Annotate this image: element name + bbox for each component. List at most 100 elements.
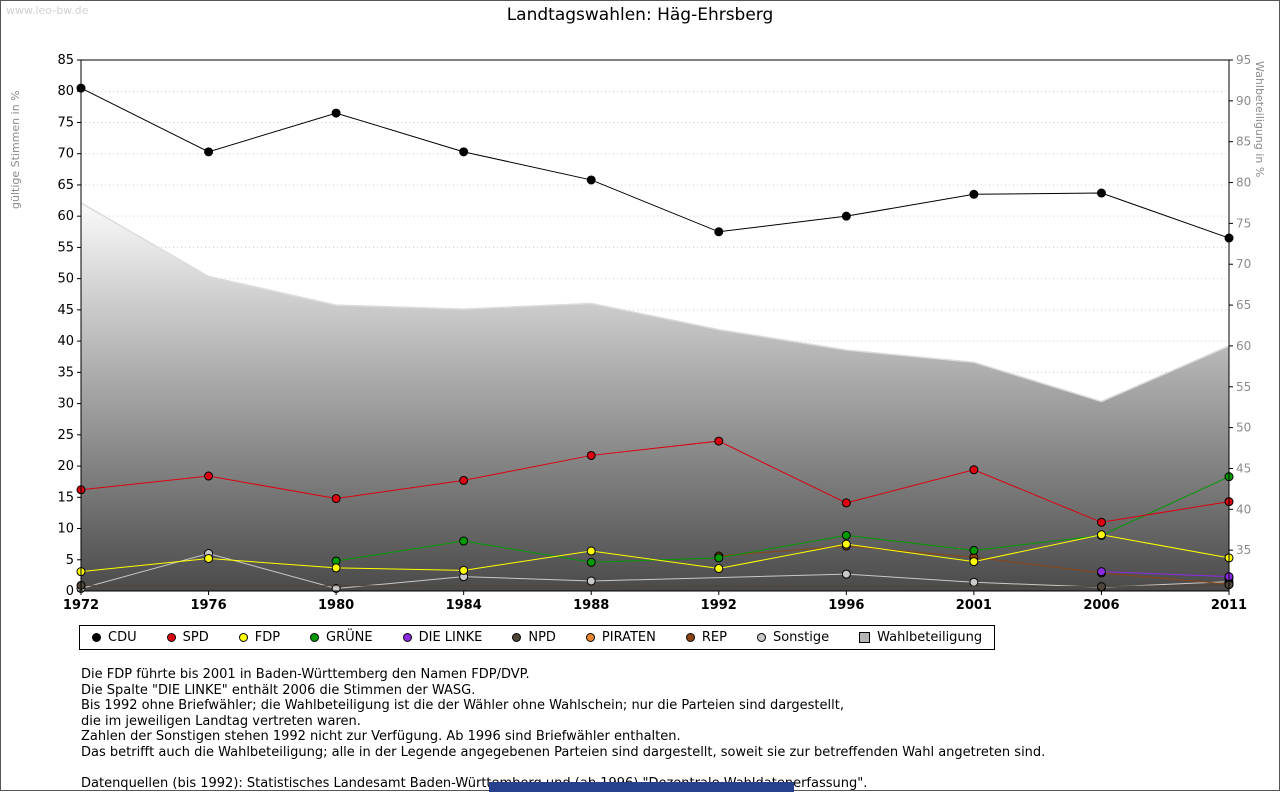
legend-label: Wahlbeteiligung bbox=[877, 630, 983, 645]
marker-cdu[interactable] bbox=[969, 189, 979, 199]
marker-cdu[interactable] bbox=[714, 227, 724, 237]
footnote-line bbox=[81, 760, 1045, 776]
marker-cdu[interactable] bbox=[1096, 188, 1106, 198]
left-tick-label: 25 bbox=[57, 428, 74, 443]
marker-sonstige[interactable] bbox=[969, 577, 979, 587]
marker-grüne[interactable] bbox=[459, 536, 469, 546]
left-tick-label: 80 bbox=[57, 84, 74, 99]
legend-label: NPD bbox=[528, 630, 556, 645]
legend-item-piraten[interactable]: PIRATEN bbox=[585, 630, 656, 645]
marker-cdu[interactable] bbox=[459, 147, 469, 157]
marker-cdu[interactable] bbox=[331, 108, 341, 118]
right-tick-label: 70 bbox=[1236, 257, 1251, 271]
site-watermark: www.leo-bw.de bbox=[6, 4, 89, 17]
legend-item-rep[interactable]: REP bbox=[685, 630, 727, 645]
legend-marker-wahlbeteiligung bbox=[859, 632, 871, 643]
left-tick-label: 20 bbox=[57, 459, 74, 474]
right-tick-label: 75 bbox=[1236, 216, 1251, 230]
year-label: 1976 bbox=[190, 598, 226, 613]
legend-label: CDU bbox=[108, 630, 137, 645]
right-tick-label: 45 bbox=[1236, 461, 1251, 475]
chart: 0 5 10 15 20 25 30 35 40 45 50 55 60 65 70 75 80 85 35 40 45… bbox=[1, 1, 1280, 621]
right-tick-label: 35 bbox=[1236, 543, 1251, 557]
legend-label: FDP bbox=[254, 630, 281, 645]
legend-marker-cdu bbox=[92, 633, 101, 642]
marker-fdp[interactable] bbox=[969, 557, 979, 567]
marker-spd[interactable] bbox=[841, 498, 851, 508]
marker-sonstige[interactable] bbox=[586, 576, 596, 586]
marker-fdp[interactable] bbox=[459, 565, 469, 575]
legend-marker-piraten bbox=[585, 633, 595, 642]
marker-fdp[interactable] bbox=[204, 554, 214, 564]
left-tick-label: 75 bbox=[57, 115, 74, 130]
series-line-grüne bbox=[336, 476, 1230, 563]
legend: CDU SPD FDP GRÜNE DIE LINKE NPD PIRATEN REP Sons… bbox=[79, 625, 996, 650]
footnotes: Die FDP führte bis 2001 in Baden-Württem… bbox=[81, 667, 1045, 791]
marker-cdu[interactable] bbox=[204, 147, 214, 157]
legend-item-cdu[interactable]: CDU bbox=[92, 630, 137, 645]
marker-fdp[interactable] bbox=[331, 563, 341, 573]
left-axis-title: gültige Stimmen in % bbox=[9, 90, 22, 209]
marker-grüne[interactable] bbox=[969, 545, 979, 555]
legend-item-fdp[interactable]: FDP bbox=[238, 630, 281, 645]
marker-spd[interactable] bbox=[969, 465, 979, 475]
legend-marker-grüne bbox=[310, 633, 320, 642]
left-tick-label: 10 bbox=[57, 522, 74, 537]
right-tick-label: 40 bbox=[1236, 502, 1251, 516]
marker-fdp[interactable] bbox=[841, 539, 851, 549]
left-tick-label: 35 bbox=[57, 365, 74, 380]
year-label: 1980 bbox=[318, 598, 354, 613]
legend-item-sonstige[interactable]: Sonstige bbox=[756, 630, 829, 645]
marker-sonstige[interactable] bbox=[841, 569, 851, 579]
marker-grüne[interactable] bbox=[714, 553, 724, 563]
right-tick-label: 80 bbox=[1236, 176, 1251, 190]
marker-spd[interactable] bbox=[714, 436, 724, 446]
legend-item-spd[interactable]: SPD bbox=[166, 630, 209, 645]
legend-marker-fdp bbox=[238, 633, 248, 642]
footnote-line: die im jeweiligen Landtag vertreten ware… bbox=[81, 713, 361, 729]
right-axis-title: Wahlbeteiligung in % bbox=[1253, 61, 1266, 178]
footer-bar bbox=[489, 782, 794, 792]
left-tick-label: 15 bbox=[57, 490, 74, 505]
left-tick-label: 0 bbox=[66, 584, 74, 599]
participation-edge-line bbox=[80, 202, 1230, 403]
legend-marker-die-linke bbox=[402, 633, 412, 642]
marker-spd[interactable] bbox=[459, 475, 469, 485]
legend-item-die-linke[interactable]: DIE LINKE bbox=[402, 630, 482, 645]
year-label: 1992 bbox=[701, 598, 737, 613]
left-tick-label: 55 bbox=[57, 240, 74, 255]
marker-grüne[interactable] bbox=[586, 557, 596, 567]
legend-item-wahlbeteiligung[interactable]: Wahlbeteiligung bbox=[859, 630, 982, 645]
legend-marker-rep bbox=[685, 633, 695, 642]
year-label: 1988 bbox=[573, 598, 609, 613]
right-tick-label: 90 bbox=[1236, 94, 1251, 108]
legend-marker-sonstige bbox=[756, 633, 766, 642]
left-tick-label: 40 bbox=[57, 334, 74, 349]
right-tick-label: 60 bbox=[1236, 339, 1251, 353]
marker-spd[interactable] bbox=[331, 494, 341, 504]
legend-marker-spd bbox=[166, 633, 176, 642]
marker-spd[interactable] bbox=[1096, 517, 1106, 527]
chart-svg: 0 5 10 15 20 25 30 35 40 45 50 55 60 65 70 75 80 85 35 40 45… bbox=[57, 53, 1251, 613]
marker-fdp[interactable] bbox=[714, 564, 724, 574]
marker-cdu[interactable] bbox=[586, 175, 596, 185]
footnote-line: Die Spalte "DIE LINKE" enthält 2006 die … bbox=[81, 682, 476, 698]
legend-item-npd[interactable]: NPD bbox=[512, 630, 556, 645]
marker-spd[interactable] bbox=[586, 450, 596, 460]
marker-cdu[interactable] bbox=[841, 211, 851, 221]
marker-grüne[interactable] bbox=[841, 530, 851, 540]
marker-die-linke[interactable] bbox=[1096, 567, 1106, 577]
year-label: 2011 bbox=[1211, 598, 1247, 613]
year-label: 2001 bbox=[956, 598, 992, 613]
marker-fdp[interactable] bbox=[1096, 530, 1106, 540]
left-tick-label: 70 bbox=[57, 147, 74, 162]
left-tick-label: 45 bbox=[57, 303, 74, 318]
marker-npd[interactable] bbox=[1096, 582, 1106, 592]
left-tick-label: 5 bbox=[66, 553, 74, 568]
legend-label: PIRATEN bbox=[601, 630, 656, 645]
series-line-cdu bbox=[80, 87, 1230, 239]
legend-item-grüne[interactable]: GRÜNE bbox=[310, 630, 373, 645]
marker-spd[interactable] bbox=[204, 471, 214, 481]
marker-fdp[interactable] bbox=[586, 546, 596, 556]
footnote-line: Zahlen der Sonstigen stehen 1992 nicht z… bbox=[81, 729, 681, 744]
